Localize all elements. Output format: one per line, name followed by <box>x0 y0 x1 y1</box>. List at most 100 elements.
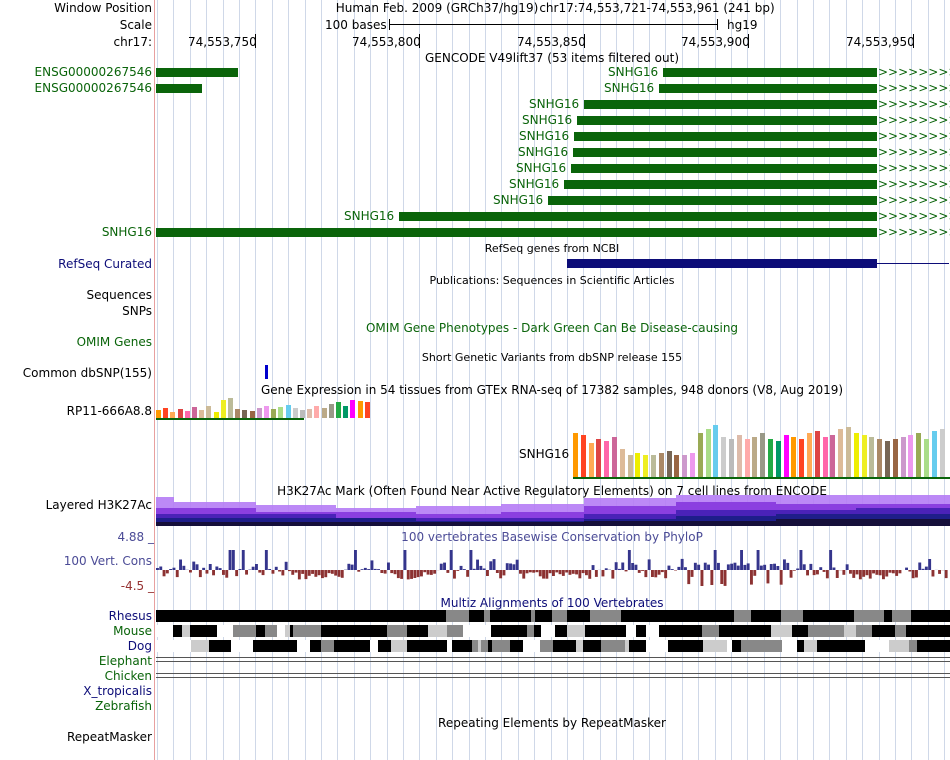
gtex-tissue-bar[interactable] <box>357 401 363 418</box>
snhg16-bar[interactable] <box>399 212 877 221</box>
gtex-tissue-bar[interactable] <box>690 453 695 477</box>
gtex-tissue-bar[interactable] <box>177 409 183 418</box>
gtex-tissue-bar[interactable] <box>336 402 341 418</box>
gtex-tissue-bar[interactable] <box>885 441 890 477</box>
gtex-tissue-bar[interactable] <box>744 439 750 477</box>
gtex-tissue-bar[interactable] <box>791 437 797 477</box>
dbsnp-variant[interactable] <box>265 365 268 379</box>
gtex-tissue-bar[interactable] <box>343 406 349 418</box>
gtex-gene2-label[interactable]: SNHG16 <box>519 447 570 461</box>
gtex-tissue-bar[interactable] <box>846 427 851 477</box>
species-zebrafish[interactable]: Zebrafish <box>95 699 152 713</box>
species-rhesus[interactable]: Rhesus <box>108 609 152 623</box>
snhg16-bar[interactable] <box>577 116 877 125</box>
multiz-rhesus[interactable] <box>156 610 950 622</box>
gtex-tissue-bar[interactable] <box>658 453 664 477</box>
snhg16-label[interactable]: SNHG16 <box>519 129 570 143</box>
snhg16-bar[interactable] <box>564 180 877 189</box>
gtex-tissue-bar[interactable] <box>736 435 742 477</box>
gtex-tissue-bar[interactable] <box>908 435 914 477</box>
refseq-bar[interactable] <box>567 259 877 268</box>
snhg16-label[interactable]: SNHG16 <box>608 65 659 79</box>
gtex-tissue-bar[interactable] <box>256 408 262 418</box>
gtex-tissue-bar[interactable] <box>580 435 586 477</box>
gtex-tissue-bar[interactable] <box>350 400 356 418</box>
gtex-tissue-bar[interactable] <box>242 410 248 418</box>
gtex-tissue-bar[interactable] <box>364 402 370 418</box>
gtex-tissue-bar[interactable] <box>307 409 313 418</box>
gtex-tissue-bar[interactable] <box>853 433 859 477</box>
snhg16-bar[interactable] <box>573 148 877 157</box>
species-elephant[interactable]: Elephant <box>98 654 152 668</box>
gtex-tissue-bar[interactable] <box>939 429 945 477</box>
gtex-tissue-bar[interactable] <box>760 433 766 477</box>
gtex-tissue-bar[interactable] <box>916 433 922 477</box>
gtex-bars-gene1[interactable] <box>156 396 536 418</box>
gtex-bars-gene2[interactable] <box>573 424 950 477</box>
gtex-tissue-bar[interactable] <box>192 407 197 418</box>
gtex-tissue-bar[interactable] <box>705 429 711 477</box>
snhg16-label[interactable]: SNHG16 <box>518 145 569 159</box>
gtex-tissue-bar[interactable] <box>292 408 298 418</box>
gtex-tissue-bar[interactable] <box>924 439 929 477</box>
gtex-tissue-bar[interactable] <box>822 437 828 477</box>
gtex-tissue-bar[interactable] <box>573 433 578 477</box>
gtex-tissue-bar[interactable] <box>163 408 169 418</box>
gtex-tissue-bar[interactable] <box>627 455 633 477</box>
gtex-tissue-bar[interactable] <box>721 437 727 477</box>
snhg16-bar[interactable] <box>663 68 877 77</box>
multiz-dog[interactable] <box>156 640 950 652</box>
snhg16-label[interactable]: SNHG16 <box>516 161 567 175</box>
snhg16-label[interactable]: SNHG16 <box>529 97 580 111</box>
repeatmasker-label[interactable]: RepeatMasker <box>66 730 152 744</box>
gtex-tissue-bar[interactable] <box>612 437 617 477</box>
gencode-left-label-1[interactable]: ENSG00000267546 <box>34 65 152 79</box>
snhg16-bar[interactable] <box>548 196 877 205</box>
gtex-tissue-bar[interactable] <box>604 441 610 477</box>
gtex-tissue-bar[interactable] <box>838 429 844 477</box>
gtex-tissue-bar[interactable] <box>271 409 277 418</box>
gtex-tissue-bar[interactable] <box>783 435 789 477</box>
gene-bar-snhg16-full[interactable] <box>156 228 877 237</box>
gtex-tissue-bar[interactable] <box>170 412 176 418</box>
gene-bar-ensg-1[interactable] <box>156 68 238 77</box>
gencode-snhg16-label[interactable]: SNHG16 <box>101 225 152 239</box>
gtex-tissue-bar[interactable] <box>328 404 334 418</box>
species-mouse[interactable]: Mouse <box>113 624 152 638</box>
gtex-tissue-bar[interactable] <box>807 433 812 477</box>
gtex-tissue-bar[interactable] <box>752 437 758 477</box>
h3k27ac-label[interactable]: Layered H3K27Ac <box>45 498 152 512</box>
gtex-tissue-bar[interactable] <box>814 431 820 477</box>
gtex-tissue-bar[interactable] <box>892 439 898 477</box>
gtex-tissue-bar[interactable] <box>199 410 205 418</box>
gtex-tissue-bar[interactable] <box>799 439 805 477</box>
gtex-tissue-bar[interactable] <box>588 443 594 477</box>
gtex-tissue-bar[interactable] <box>314 406 320 418</box>
snhg16-bar[interactable] <box>571 164 877 173</box>
h3k27ac-signal[interactable] <box>156 494 950 526</box>
gtex-tissue-bar[interactable] <box>264 406 269 418</box>
snhg16-label[interactable]: SNHG16 <box>344 209 395 223</box>
conservation-label[interactable]: 100 Vert. Cons <box>63 554 152 568</box>
gtex-tissue-bar[interactable] <box>596 439 602 477</box>
gtex-tissue-bar[interactable] <box>900 437 906 477</box>
gtex-tissue-bar[interactable] <box>619 449 625 477</box>
species-chicken[interactable]: Chicken <box>104 669 152 683</box>
snhg16-bar[interactable] <box>659 84 877 93</box>
snhg16-label[interactable]: SNHG16 <box>522 113 573 127</box>
gtex-tissue-bar[interactable] <box>729 439 734 477</box>
gtex-tissue-bar[interactable] <box>300 410 305 418</box>
gtex-gene1-label[interactable]: RP11-666A8.8 <box>66 404 152 418</box>
gtex-tissue-bar[interactable] <box>228 398 233 418</box>
snps-label[interactable]: SNPs <box>122 304 152 318</box>
gtex-tissue-bar[interactable] <box>235 409 241 418</box>
gene-bar-ensg-2[interactable] <box>156 84 202 93</box>
species-x-tropicalis[interactable]: X_tropicalis <box>83 684 152 698</box>
omim-label[interactable]: OMIM Genes <box>76 335 152 349</box>
gtex-tissue-bar[interactable] <box>877 439 883 477</box>
multiz-mouse[interactable] <box>156 625 950 637</box>
gtex-tissue-bar[interactable] <box>285 405 291 418</box>
gencode-left-label-2[interactable]: ENSG00000267546 <box>34 81 152 95</box>
gtex-tissue-bar[interactable] <box>643 455 649 477</box>
